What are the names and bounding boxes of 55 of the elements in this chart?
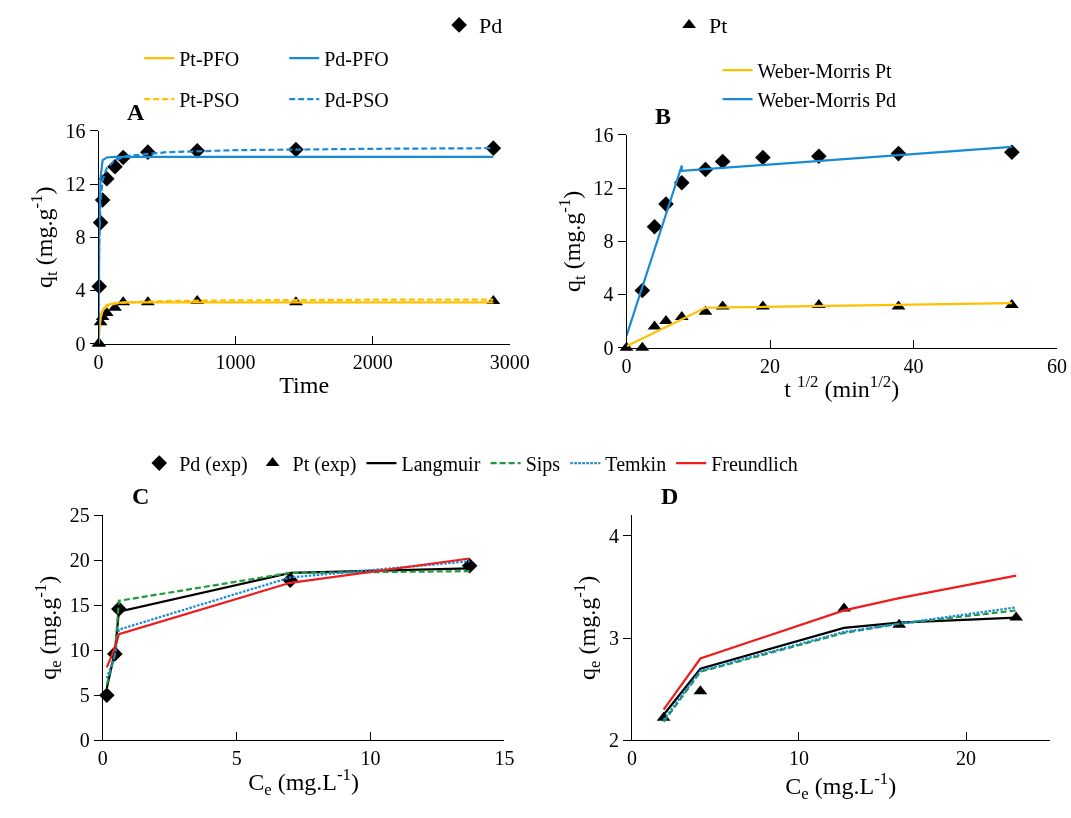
legend-label: Pd-PSO xyxy=(324,88,389,111)
chart-title: B xyxy=(655,103,672,129)
chart-title: A xyxy=(127,99,145,125)
x-axis-title: C$_{e}$ (mg.L$^{-1}$) xyxy=(248,764,360,799)
y-tick-label: 4 xyxy=(608,524,619,547)
x-tick-label: 40 xyxy=(903,354,924,377)
x-tick-label: 15 xyxy=(494,747,515,770)
legend-label: Pt (exp) xyxy=(292,452,357,476)
y-tick-label: 2 xyxy=(608,729,619,752)
x-tick-label: 10 xyxy=(360,747,381,770)
x-tick-label: 2000 xyxy=(352,350,393,373)
x-tick-label: 5 xyxy=(231,747,242,770)
x-tick-label: 1000 xyxy=(215,350,256,373)
y-tick-label: 0 xyxy=(75,332,86,355)
legend-label: Sips xyxy=(525,452,561,476)
x-axis-title: Time xyxy=(279,371,330,398)
y-tick-label: 12 xyxy=(65,173,86,196)
x-tick-label: 3000 xyxy=(489,350,530,373)
legend-label: Pd xyxy=(479,13,503,39)
y-tick-label: 8 xyxy=(75,226,86,249)
chart-title: D xyxy=(661,483,679,509)
y-tick-label: 0 xyxy=(603,336,614,359)
x-tick-label: 0 xyxy=(626,747,637,770)
legend-label: Pt xyxy=(709,13,728,39)
legend-label: Pd-PFO xyxy=(324,48,389,71)
x-tick-label: 10 xyxy=(788,747,809,770)
chart-title: C xyxy=(132,483,150,509)
legend-label: Pd (exp) xyxy=(179,452,248,476)
x-tick-label: 0 xyxy=(97,747,108,770)
y-tick-label: 4 xyxy=(603,283,614,306)
y-tick-label: 3 xyxy=(608,627,619,650)
y-tick-label: 10 xyxy=(69,639,90,662)
y-tick-label: 12 xyxy=(593,177,614,200)
y-tick-label: 16 xyxy=(65,119,86,142)
legend-label: Weber-Morris Pt xyxy=(757,59,893,82)
y-tick-label: 0 xyxy=(79,729,90,752)
x-axis-title: C$_{e}$ (mg.L$^{-1}$) xyxy=(785,769,897,804)
y-tick-label: 20 xyxy=(69,549,90,572)
legend-label: Pt-PFO xyxy=(179,48,240,71)
legend-label: Temkin xyxy=(605,452,667,475)
legend-label: Pt-PSO xyxy=(179,88,240,111)
x-tick-label: 20 xyxy=(760,354,781,377)
y-tick-label: 5 xyxy=(79,684,90,707)
x-axis-title: t $^{1/2}$ (min$^{1/2}$) xyxy=(784,371,900,402)
x-tick-label: 20 xyxy=(956,747,977,770)
y-tick-label: 4 xyxy=(75,279,86,302)
legend-label: Freundlich xyxy=(711,452,798,475)
x-tick-label: 60 xyxy=(1047,354,1068,377)
legend-label: Weber-Morris Pd xyxy=(757,88,897,111)
y-tick-label: 15 xyxy=(69,594,90,617)
y-tick-label: 16 xyxy=(593,123,614,146)
y-tick-label: 8 xyxy=(603,230,614,253)
y-tick-label: 25 xyxy=(69,504,90,527)
x-tick-label: 0 xyxy=(93,350,104,373)
legend-label: Langmuir xyxy=(401,452,481,476)
